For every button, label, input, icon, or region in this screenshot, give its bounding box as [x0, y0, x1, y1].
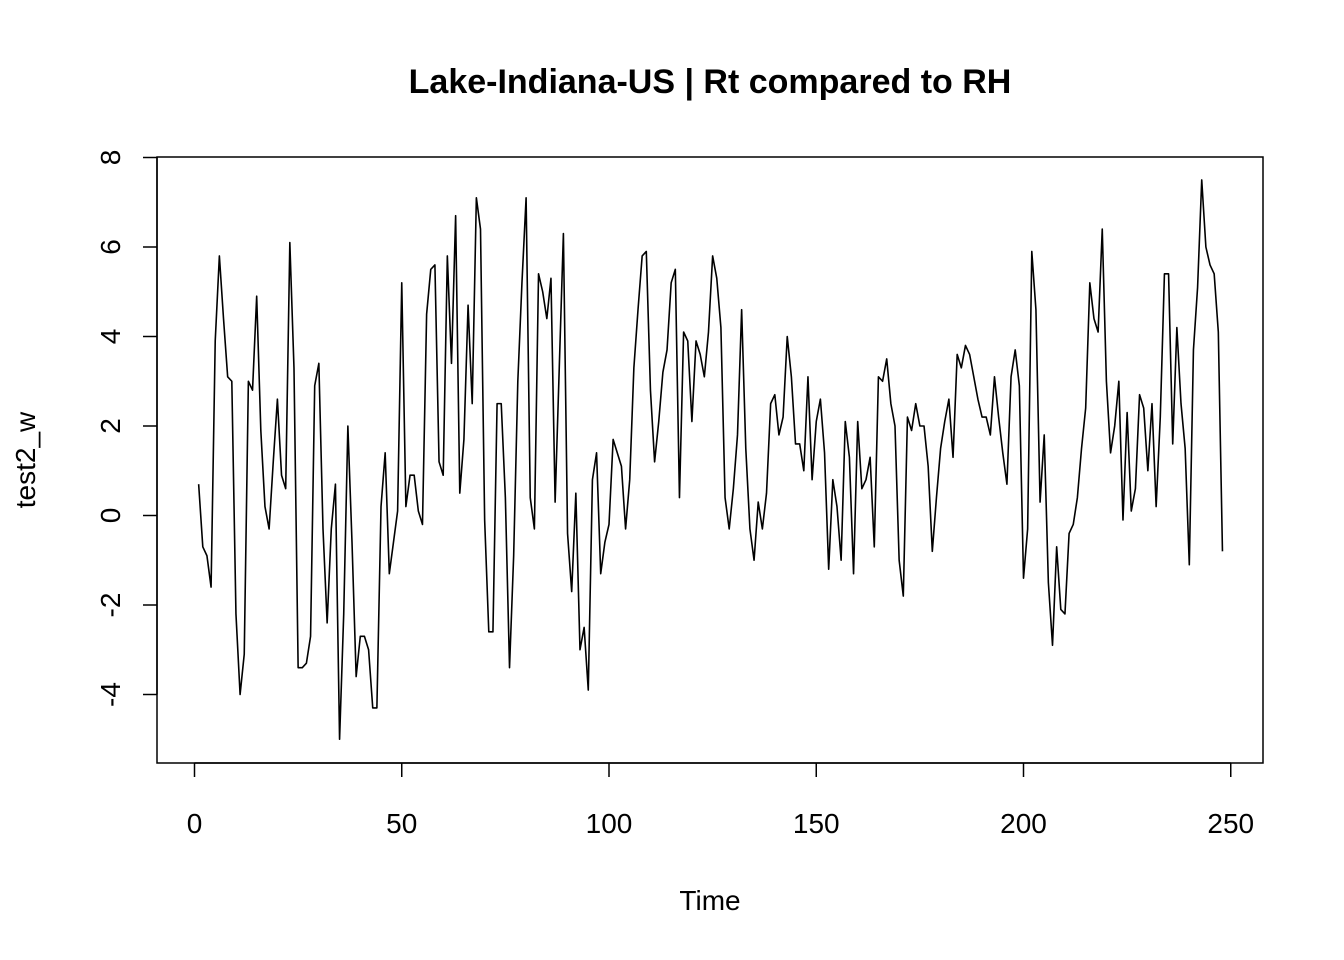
plot-frame [156, 156, 1264, 764]
x-tick-label: 100 [586, 808, 633, 839]
y-tick-label: 8 [95, 150, 126, 166]
y-tick-label: 6 [95, 239, 126, 255]
x-tick-label: 250 [1207, 808, 1254, 839]
y-tick-label: 0 [95, 508, 126, 524]
y-tick-label: 2 [95, 418, 126, 434]
x-tick-label: 0 [187, 808, 203, 839]
chart-title: Lake-Indiana-US | Rt compared to RH [409, 63, 1012, 101]
y-axis: -4 -2 0 2 4 6 8 [95, 150, 158, 707]
y-tick-label: -4 [95, 682, 126, 707]
x-tick-label: 50 [386, 808, 417, 839]
y-axis-label: test2_w [10, 411, 41, 508]
x-axis-label: Time [679, 885, 740, 916]
y-tick-label: -2 [95, 593, 126, 618]
y-tick-label: 4 [95, 329, 126, 345]
x-tick-label: 150 [793, 808, 840, 839]
series-line [197, 179, 1224, 741]
x-axis: 0 50 100 150 200 250 [187, 762, 1254, 839]
x-tick-label: 200 [1000, 808, 1047, 839]
